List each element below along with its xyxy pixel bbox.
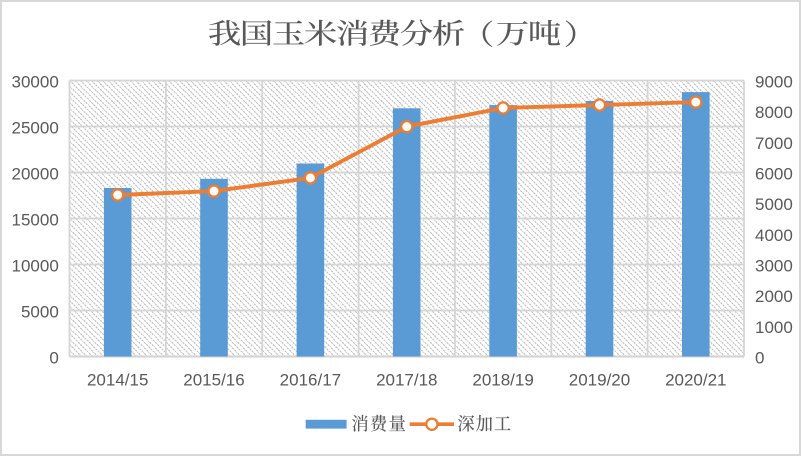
svg-text:2020/21: 2020/21 (665, 370, 726, 389)
svg-text:20000: 20000 (12, 165, 59, 184)
svg-text:2017/18: 2017/18 (376, 370, 437, 389)
svg-text:0: 0 (49, 349, 58, 368)
svg-text:2014/15: 2014/15 (87, 370, 148, 389)
svg-text:15000: 15000 (12, 211, 59, 230)
svg-text:6000: 6000 (755, 165, 793, 184)
svg-text:2015/16: 2015/16 (183, 370, 244, 389)
svg-text:2019/20: 2019/20 (569, 370, 630, 389)
svg-text:9000: 9000 (755, 73, 793, 92)
svg-text:0: 0 (755, 349, 764, 368)
svg-text:2000: 2000 (755, 287, 793, 306)
svg-text:5000: 5000 (21, 303, 59, 322)
svg-text:2016/17: 2016/17 (280, 370, 341, 389)
svg-text:7000: 7000 (755, 134, 793, 153)
svg-text:30000: 30000 (12, 73, 59, 92)
svg-text:5000: 5000 (755, 195, 793, 214)
svg-text:10000: 10000 (12, 257, 59, 276)
svg-text:25000: 25000 (12, 119, 59, 138)
svg-text:1000: 1000 (755, 318, 793, 337)
svg-text:8000: 8000 (755, 103, 793, 122)
svg-text:2018/19: 2018/19 (472, 370, 533, 389)
svg-text:4000: 4000 (755, 226, 793, 245)
svg-text:3000: 3000 (755, 257, 793, 276)
